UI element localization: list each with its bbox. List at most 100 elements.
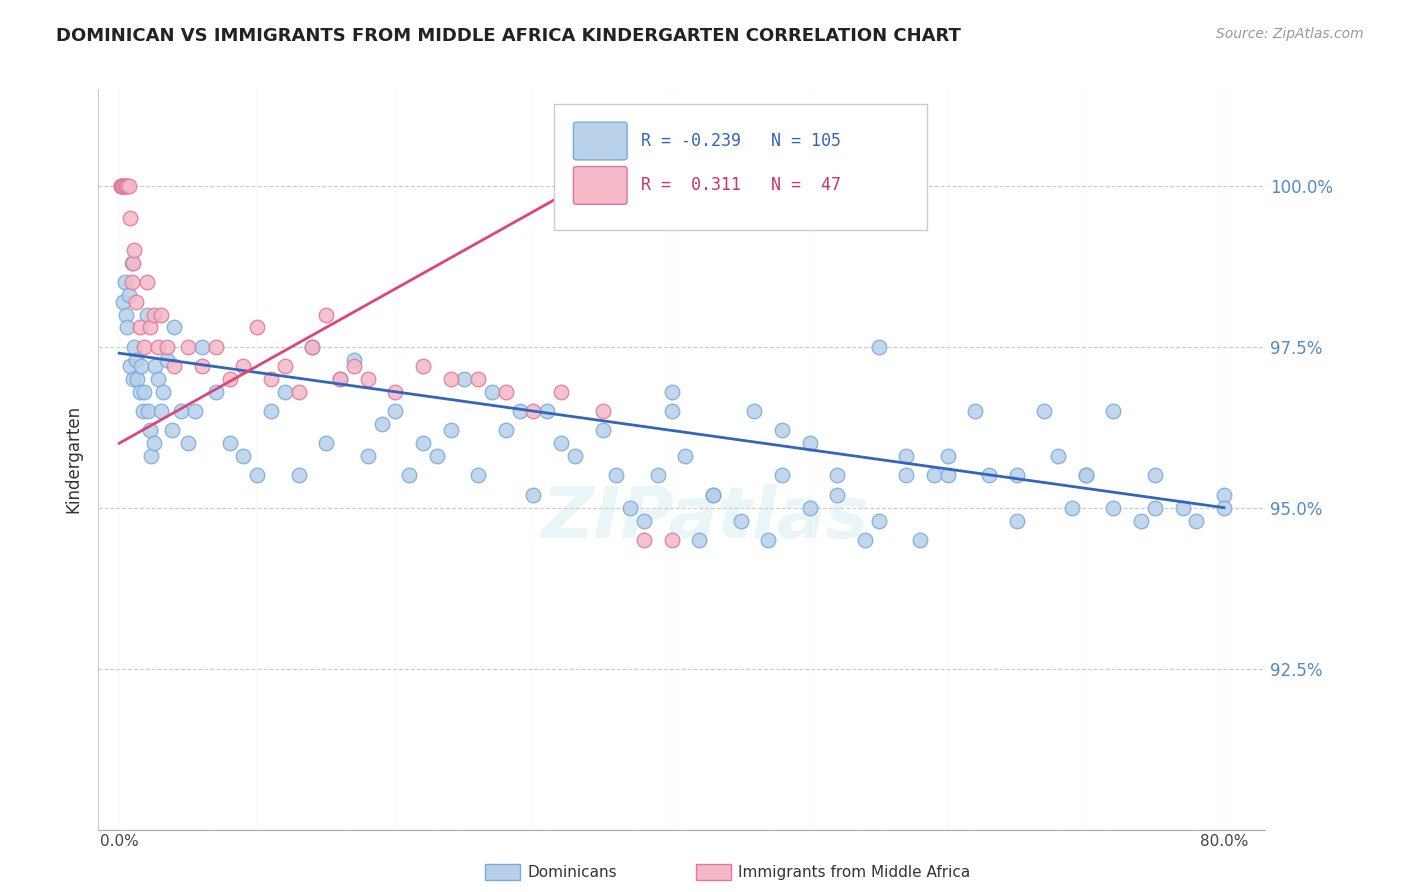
- Point: [1033, 404, 1056, 418]
- Point: [128, 320, 150, 334]
- Point: [246, 320, 269, 334]
- Point: [218, 372, 240, 386]
- Point: [1060, 500, 1083, 515]
- Point: [453, 372, 475, 386]
- Point: [481, 384, 503, 399]
- Point: [688, 533, 710, 547]
- Point: [1213, 488, 1236, 502]
- Point: [827, 468, 849, 483]
- Point: [702, 488, 724, 502]
- Point: [138, 424, 160, 438]
- Point: [756, 533, 779, 547]
- Point: [1005, 514, 1028, 528]
- Point: [868, 514, 890, 528]
- Point: [550, 384, 572, 399]
- Point: [426, 449, 449, 463]
- Point: [138, 320, 160, 334]
- Point: [143, 359, 166, 373]
- Point: [260, 372, 283, 386]
- Point: [142, 308, 165, 322]
- Point: [287, 384, 309, 399]
- Point: [127, 372, 149, 386]
- Point: [467, 372, 489, 386]
- Point: [121, 276, 143, 290]
- Point: [661, 384, 683, 399]
- Point: [412, 359, 434, 373]
- Point: [536, 404, 558, 418]
- Point: [117, 320, 139, 334]
- Point: [673, 449, 696, 463]
- Point: [120, 211, 142, 225]
- Point: [260, 404, 283, 418]
- Point: [156, 352, 179, 367]
- Point: [124, 340, 146, 354]
- Point: [1047, 449, 1070, 463]
- Point: [1102, 500, 1125, 515]
- Text: ZIPatlas: ZIPatlas: [541, 484, 869, 553]
- Point: [495, 384, 517, 399]
- Text: Source: ZipAtlas.com: Source: ZipAtlas.com: [1216, 27, 1364, 41]
- Point: [132, 384, 155, 399]
- Point: [152, 384, 174, 399]
- Point: [125, 352, 148, 367]
- Point: [232, 359, 254, 373]
- Point: [177, 340, 200, 354]
- Point: [329, 372, 352, 386]
- Point: [163, 359, 186, 373]
- Point: [1171, 500, 1194, 515]
- Point: [702, 488, 724, 502]
- Point: [827, 488, 849, 502]
- Text: DOMINICAN VS IMMIGRANTS FROM MIDDLE AFRICA KINDERGARTEN CORRELATION CHART: DOMINICAN VS IMMIGRANTS FROM MIDDLE AFRI…: [56, 27, 962, 45]
- Point: [111, 178, 134, 193]
- Point: [118, 178, 141, 193]
- Point: [177, 436, 200, 450]
- Point: [550, 436, 572, 450]
- FancyBboxPatch shape: [574, 122, 627, 160]
- Point: [274, 384, 297, 399]
- Point: [1130, 514, 1153, 528]
- Point: [384, 404, 406, 418]
- Point: [191, 340, 214, 354]
- Point: [1143, 500, 1166, 515]
- Point: [936, 468, 959, 483]
- Point: [730, 514, 752, 528]
- Point: [1143, 468, 1166, 483]
- Point: [184, 404, 207, 418]
- Point: [274, 359, 297, 373]
- Point: [146, 372, 169, 386]
- Point: [647, 468, 669, 483]
- Point: [633, 533, 655, 547]
- Point: [522, 404, 544, 418]
- Point: [156, 340, 179, 354]
- Point: [114, 178, 136, 193]
- Point: [564, 449, 586, 463]
- Point: [301, 340, 323, 354]
- Point: [287, 468, 309, 483]
- Point: [121, 256, 143, 270]
- Point: [218, 436, 240, 450]
- Point: [301, 340, 323, 354]
- Point: [115, 308, 138, 322]
- Text: R = -0.239   N = 105: R = -0.239 N = 105: [641, 132, 841, 150]
- Point: [120, 359, 142, 373]
- Point: [619, 500, 641, 515]
- Point: [868, 340, 890, 354]
- Point: [495, 424, 517, 438]
- Point: [633, 514, 655, 528]
- Point: [110, 178, 132, 193]
- Point: [232, 449, 254, 463]
- Point: [384, 384, 406, 399]
- Point: [744, 404, 766, 418]
- Point: [936, 449, 959, 463]
- FancyBboxPatch shape: [554, 104, 927, 230]
- Point: [853, 533, 876, 547]
- Point: [896, 449, 918, 463]
- Point: [467, 468, 489, 483]
- Point: [114, 276, 136, 290]
- Point: [799, 500, 821, 515]
- Point: [111, 178, 134, 193]
- Point: [139, 449, 162, 463]
- Point: [1185, 514, 1208, 528]
- Point: [1074, 468, 1097, 483]
- Text: Dominicans: Dominicans: [527, 865, 617, 880]
